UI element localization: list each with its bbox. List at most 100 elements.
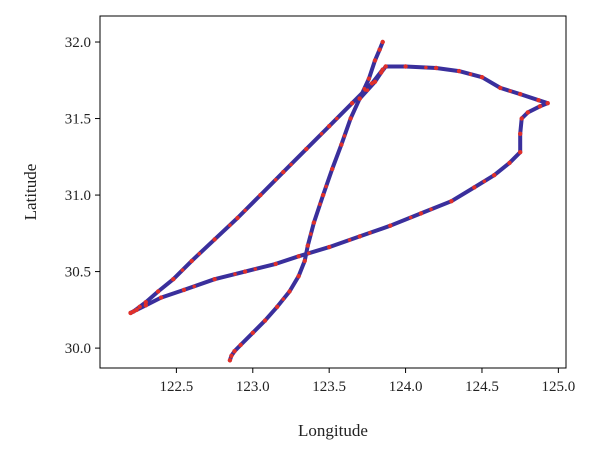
trajectory-point — [134, 307, 139, 312]
y-tick-label: 31.0 — [65, 188, 91, 204]
trajectory-sample — [365, 88, 370, 92]
trajectory-point — [143, 300, 148, 305]
trajectory-point — [250, 330, 255, 335]
trajectory-sample — [468, 72, 473, 76]
trajectory-point — [327, 124, 332, 129]
trajectory-point — [380, 39, 385, 45]
trajectory-sample — [253, 267, 258, 271]
trajectory-point — [383, 64, 388, 69]
trajectory-point — [330, 166, 335, 172]
trajectory-sample — [424, 65, 428, 70]
trajectory-point — [304, 146, 309, 152]
trajectory-point — [492, 173, 497, 178]
trajectory-sample — [233, 272, 237, 276]
trajectory-sample — [307, 251, 311, 255]
x-axis-ticks: 122.5 123.0 123.5 124.0 124.5 125.0 — [160, 368, 575, 395]
trajectory-sample — [281, 297, 286, 301]
trajectory-point — [388, 223, 393, 228]
trajectory-point — [212, 237, 217, 242]
trajectory-point — [456, 68, 462, 74]
trajectory-point — [378, 70, 384, 75]
trajectory-point — [372, 58, 378, 63]
y-axis-label: Latitude — [21, 164, 40, 221]
trajectory-sample — [289, 162, 293, 167]
trajectory-point — [189, 258, 194, 264]
trajectory-sample — [243, 208, 247, 213]
trajectory-point — [327, 244, 332, 250]
trajectory-point — [525, 110, 530, 115]
trajectory-point — [302, 258, 307, 264]
trajectory-point — [348, 116, 353, 121]
trajectory-point — [519, 116, 524, 121]
trajectory-point — [181, 287, 187, 293]
trajectory-point — [433, 65, 439, 71]
trajectory-point — [128, 310, 133, 316]
trajectory-point — [287, 289, 292, 294]
trajectory-sample — [368, 231, 372, 235]
trajectory-point — [377, 47, 382, 52]
trajectory-sample — [342, 134, 347, 138]
trajectory-point — [158, 295, 164, 300]
x-tick-label: 124.5 — [465, 379, 499, 395]
y-tick-label: 30.5 — [65, 265, 91, 281]
trajectory-point — [349, 101, 355, 106]
trajectory-sample — [508, 89, 512, 93]
trajectory-sample — [197, 251, 202, 256]
trajectory-sample — [482, 179, 487, 184]
trajectory-point — [518, 150, 523, 155]
trajectory-point — [235, 215, 240, 221]
trajectory-point — [296, 254, 301, 259]
trajectory-point — [403, 64, 408, 69]
trajectory-point — [275, 304, 280, 309]
trajectory-sample — [429, 207, 433, 212]
y-tick-label: 30.0 — [65, 341, 91, 357]
trajectory-sample — [309, 232, 313, 236]
trajectory-point — [143, 303, 148, 308]
trajectory-point — [281, 169, 286, 175]
trajectory-point — [449, 199, 454, 204]
trajectory-point — [339, 142, 344, 147]
trajectory-sample — [324, 184, 328, 189]
trajectory-point — [479, 75, 485, 80]
trajectory-point — [357, 234, 362, 239]
trajectory-point — [227, 358, 233, 363]
trajectory-sample — [408, 215, 413, 220]
y-tick-label: 32.0 — [65, 35, 91, 51]
trajectory-point — [518, 91, 523, 97]
trajectory-point — [418, 211, 424, 216]
x-axis-label: Longitude — [298, 421, 368, 440]
trajectory-point — [137, 304, 142, 309]
trajectory-point — [258, 192, 263, 198]
trajectory-point — [536, 98, 541, 103]
trajectory-sample — [319, 132, 324, 136]
trajectory-point — [232, 349, 237, 354]
trajectory-point — [311, 220, 317, 225]
trajectory-sample — [192, 284, 196, 289]
x-tick-label: 123.5 — [312, 379, 346, 395]
y-axis-ticks: 30.0 30.5 31.0 31.5 32.0 — [65, 35, 100, 357]
trajectory-point — [238, 342, 243, 348]
trajectory-line-3 — [128, 64, 550, 315]
trajectory-point — [155, 289, 161, 294]
trajectory-point — [262, 318, 268, 323]
trajectory-point — [212, 277, 217, 282]
trajectory-point — [320, 192, 326, 198]
trajectory-sample — [180, 268, 185, 272]
trajectory-point — [171, 277, 176, 282]
trajectory-sample — [347, 238, 352, 242]
trajectory-point — [273, 261, 278, 267]
trajectory-point — [537, 104, 543, 109]
trajectory-point — [545, 101, 550, 106]
trajectory-sample — [228, 223, 232, 227]
y-tick-label: 31.5 — [65, 112, 91, 128]
trajectory-sample — [318, 202, 322, 206]
x-tick-label: 122.5 — [160, 379, 194, 395]
x-tick-label: 123.0 — [236, 379, 270, 395]
trajectory-point — [507, 160, 512, 166]
trajectory-point — [372, 79, 378, 85]
trajectory-point — [498, 85, 503, 91]
trajectory-point — [518, 131, 523, 136]
trajectory-sample — [273, 178, 278, 182]
trajectory-point — [229, 353, 234, 358]
